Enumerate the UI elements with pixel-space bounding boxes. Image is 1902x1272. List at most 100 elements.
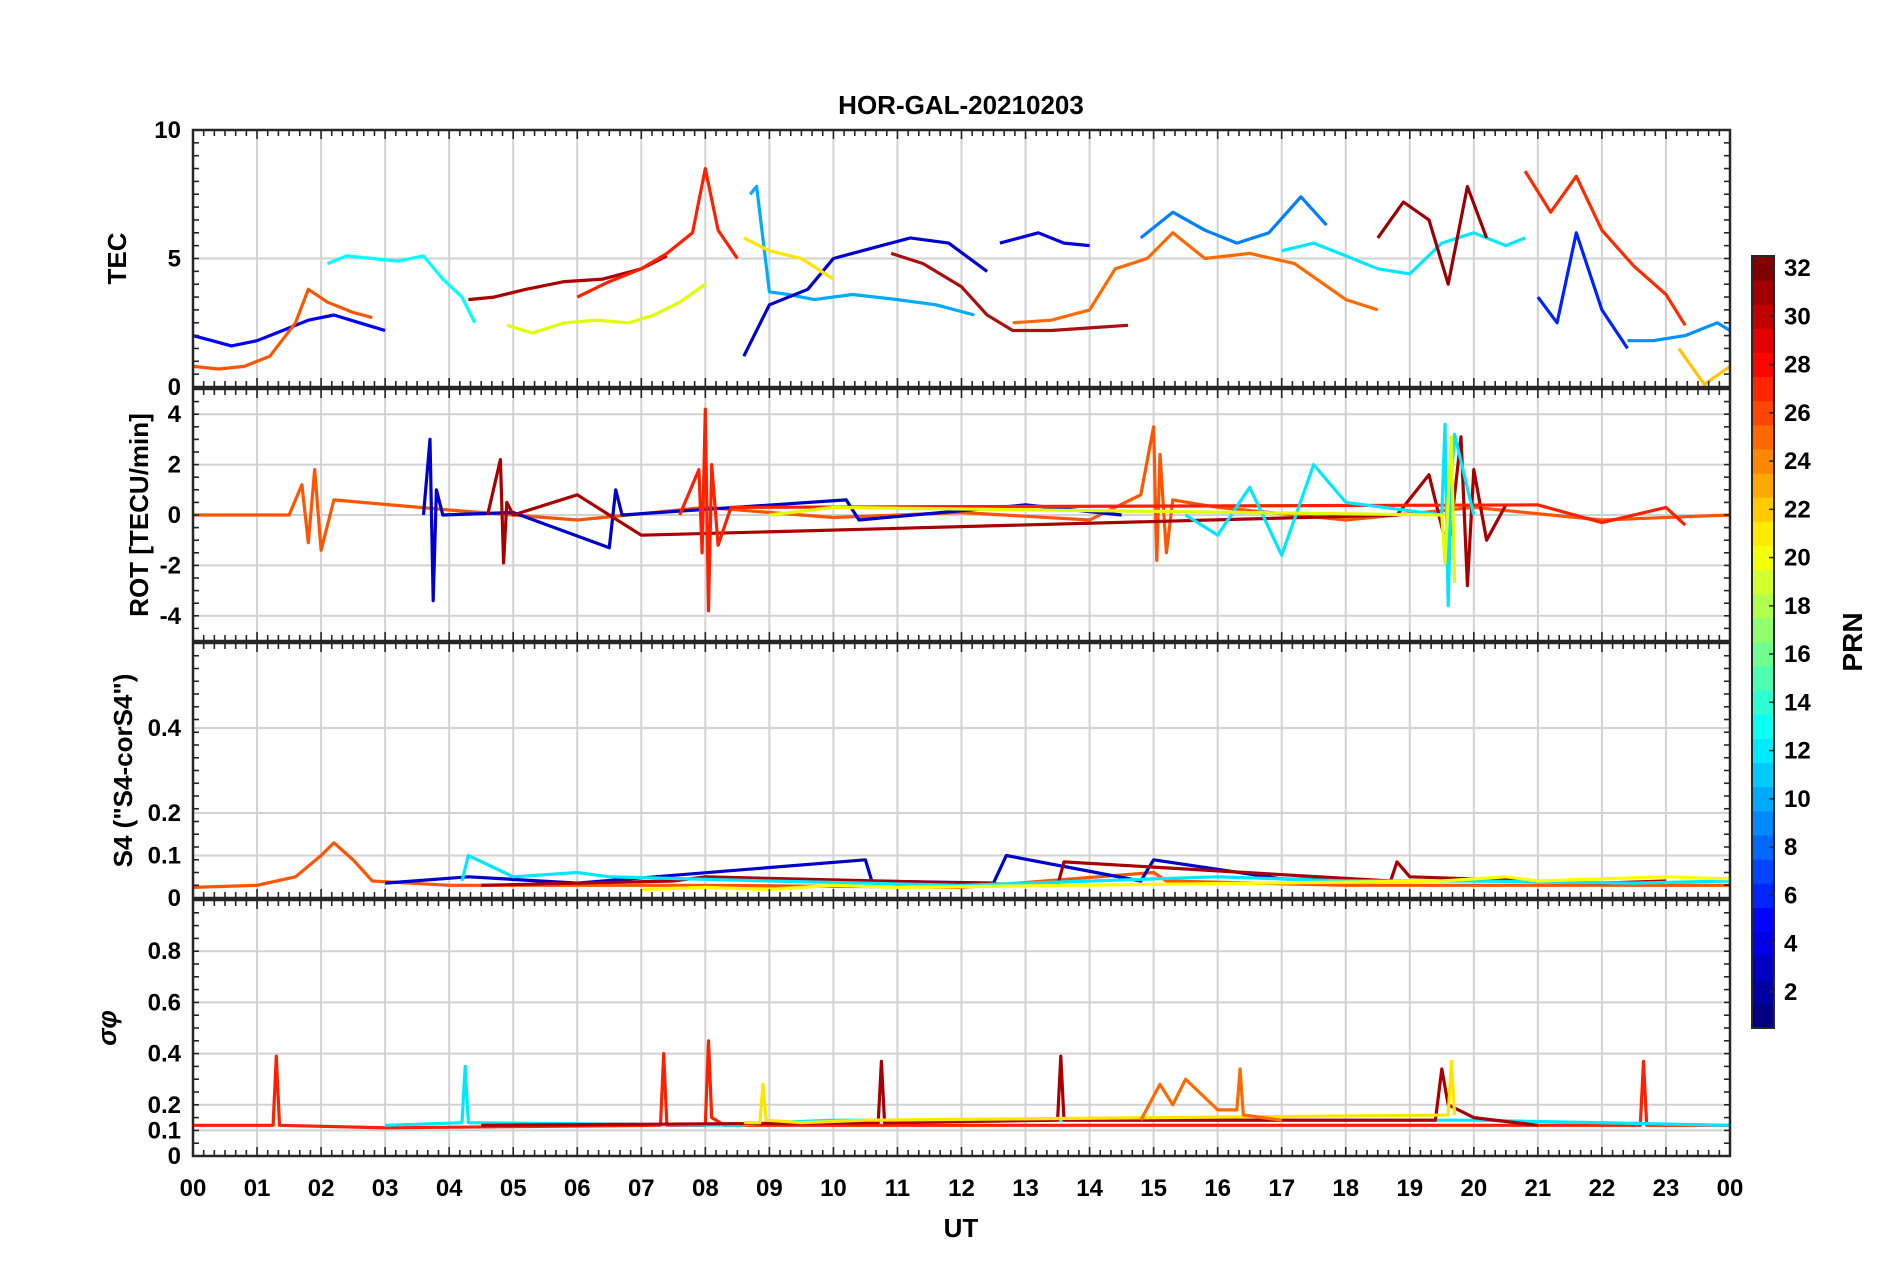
colorbar-tick-label: 32: [1784, 255, 1811, 282]
colorbar-segment: [1752, 521, 1774, 546]
colorbar-segment: [1752, 1003, 1774, 1029]
colorbar-segment: [1752, 810, 1774, 836]
colorbar-segment: [1752, 642, 1774, 667]
y-tick-label: 0.8: [148, 938, 181, 965]
panel-4: 00.10.2 0.4 0.6 0.8 σφ: [92, 898, 1732, 1170]
colorbar-tick-label: 28: [1784, 352, 1811, 379]
x-tick-label: 10: [820, 1175, 847, 1202]
colorbar-segment: [1752, 738, 1774, 764]
colorbar-segment: [1752, 424, 1774, 450]
x-tick-label: 22: [1589, 1175, 1616, 1202]
x-tick-label: 02: [308, 1175, 335, 1202]
x-tick-label: 19: [1396, 1175, 1423, 1202]
y-tick-label: 0.1: [148, 1117, 181, 1144]
colorbar-segment: [1752, 907, 1774, 932]
y-tick-label: 0.2: [148, 800, 181, 827]
colorbar-segment: [1752, 304, 1774, 329]
x-tick-label: 06: [564, 1175, 591, 1202]
x-tick-label: 00: [180, 1175, 207, 1202]
x-tick-label: 21: [1525, 1175, 1552, 1202]
series-line: [506, 282, 707, 335]
y-axis-label: σφ: [92, 1010, 122, 1046]
y-tick-label: 0: [168, 502, 181, 529]
x-axis-label: UT: [944, 1213, 979, 1243]
series-line: [678, 407, 1687, 613]
x-tick-label: 07: [628, 1175, 655, 1202]
colorbar-segment: [1752, 979, 1774, 1005]
figure-title: HOR-GAL-20210203: [838, 90, 1084, 120]
colorbar-tick-label: 18: [1784, 593, 1811, 620]
x-tick-label: 23: [1653, 1175, 1680, 1202]
colorbar-segment: [1752, 955, 1774, 981]
series-line: [421, 437, 1122, 603]
colorbar-segment: [1752, 376, 1774, 402]
series-line: [748, 184, 975, 317]
colorbar-tick-label: 16: [1784, 641, 1811, 668]
colorbar-tick-label: 10: [1784, 786, 1811, 813]
panel-3: 0 0.1 0.2 0.4 S4 ("S4-corS4"): [108, 641, 1732, 912]
series-line: [1139, 1067, 1282, 1122]
x-tick-label: 12: [948, 1175, 975, 1202]
colorbar-tick-label: 30: [1784, 303, 1811, 330]
colorbar-tick-label: 20: [1784, 545, 1811, 572]
y-tick-label: 0: [168, 1143, 181, 1170]
colorbar-segment: [1752, 280, 1774, 305]
colorbar-label: PRN: [1837, 612, 1868, 671]
y-tick-label: -2: [160, 552, 181, 579]
y-tick-label: 5: [168, 246, 181, 273]
colorbar-segment: [1752, 352, 1774, 378]
x-tick-label: 09: [756, 1175, 783, 1202]
series-line: [743, 1059, 1457, 1125]
x-tick-label: 15: [1140, 1175, 1167, 1202]
series-line: [1376, 184, 1489, 286]
axes-box: [191, 898, 1732, 1158]
series-group: [193, 167, 1730, 386]
y-tick-label: 4: [168, 401, 182, 428]
series-line: [1677, 347, 1730, 386]
x-tick-label: 00: [1717, 1175, 1744, 1202]
y-tick-label: 2: [168, 452, 181, 479]
y-tick-label: 0.2: [148, 1092, 181, 1119]
axes-box: [191, 387, 1732, 643]
colorbar-segment: [1752, 714, 1774, 739]
colorbar-segment: [1752, 400, 1774, 426]
panel-1: 0 5 10 TEC: [102, 117, 1732, 401]
y-axis-label: S4 ("S4-corS4"): [108, 674, 138, 868]
series-line: [1627, 321, 1730, 343]
colorbar-tick-label: 12: [1784, 738, 1811, 765]
series-line: [481, 1054, 1539, 1127]
colorbar-segment: [1752, 473, 1774, 498]
colorbar-segment: [1752, 666, 1774, 691]
colorbar-segment: [1752, 593, 1774, 619]
series-line: [999, 231, 1090, 248]
colorbar-segment: [1752, 859, 1774, 884]
x-tick-label: 18: [1332, 1175, 1359, 1202]
colorbar-segment: [1752, 256, 1774, 281]
y-tick-label: 0: [168, 374, 181, 401]
series-group: [193, 1039, 1730, 1130]
colorbar-segment: [1752, 545, 1774, 571]
colorbar-tick-label: 8: [1784, 834, 1797, 861]
series-line: [769, 435, 1457, 584]
colorbar-tick-label: 6: [1784, 882, 1797, 909]
series-group: [193, 841, 1730, 892]
x-tick-label: 05: [500, 1175, 527, 1202]
colorbar-segment: [1752, 931, 1774, 957]
x-tick-label: 20: [1460, 1175, 1487, 1202]
series-line: [1012, 231, 1379, 325]
colorbar-tick-label: 22: [1784, 496, 1811, 523]
y-tick-label: 0.4: [148, 1041, 182, 1068]
colorbar-tick-label: 24: [1784, 448, 1811, 475]
series-line: [193, 425, 1730, 562]
x-tick-label: 01: [244, 1175, 271, 1202]
panel-2: -4 -2 0 2 4 ROT [TECU/min]: [124, 387, 1732, 643]
colorbar-segment: [1752, 449, 1774, 474]
colorbar-tick-label: 26: [1784, 400, 1811, 427]
x-tick-label: 17: [1268, 1175, 1295, 1202]
colorbar-box: [1751, 255, 1775, 1029]
x-tick-label: 08: [692, 1175, 719, 1202]
x-tick-label: 13: [1012, 1175, 1039, 1202]
colorbar-segment: [1752, 328, 1774, 353]
x-tick-label: 16: [1204, 1175, 1231, 1202]
